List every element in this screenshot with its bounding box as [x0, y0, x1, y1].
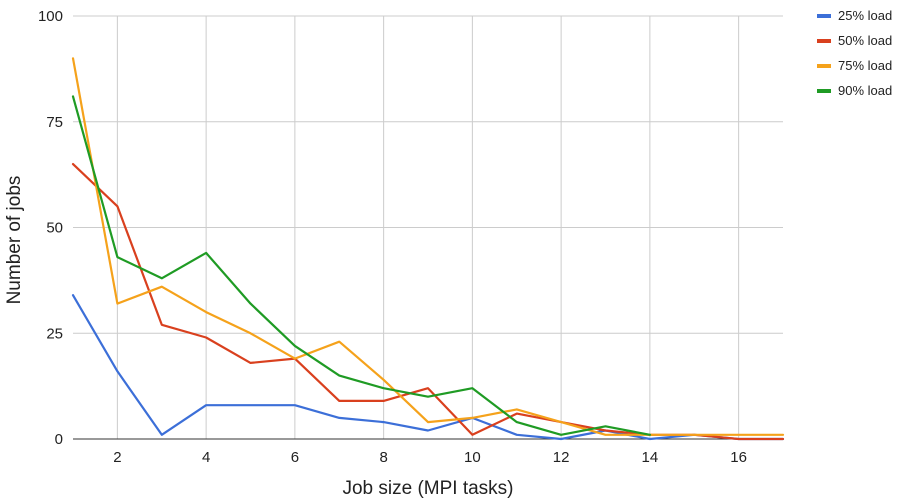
y-tick-label: 25: [46, 325, 63, 342]
legend-label: 75% load: [838, 58, 892, 73]
legend-label: 90% load: [838, 83, 892, 98]
legend-swatch: [817, 39, 831, 43]
y-tick-label: 75: [46, 114, 63, 131]
y-tick-label: 50: [46, 220, 63, 237]
series-line-90-load: [71, 95, 652, 436]
y-tick-label: 0: [55, 431, 63, 448]
y-tick-label: 100: [38, 8, 63, 25]
grid: [73, 15, 783, 440]
legend-label: 25% load: [838, 8, 892, 23]
series-line-75-load: [71, 57, 785, 436]
x-axis-ticks: 2 4 6 8 10 12 14 16: [113, 449, 747, 466]
legend-swatch: [817, 64, 831, 68]
legend-label: 50% load: [838, 33, 892, 48]
y-axis-ticks: 0 25 50 75 100: [38, 8, 63, 448]
series-line-25-load: [71, 294, 785, 441]
x-tick-label: 6: [291, 449, 299, 466]
x-tick-label: 10: [464, 449, 481, 466]
x-axis-title: Job size (MPI tasks): [342, 478, 513, 499]
legend-swatch: [817, 14, 831, 18]
legend: 25% load 50% load 75% load 90% load: [817, 8, 892, 98]
x-tick-label: 12: [553, 449, 570, 466]
x-tick-label: 2: [113, 449, 121, 466]
x-tick-label: 16: [730, 449, 747, 466]
x-tick-label: 8: [379, 449, 387, 466]
y-axis-title: Number of jobs: [4, 176, 25, 305]
legend-swatch: [817, 89, 831, 93]
series-lines: [71, 57, 785, 441]
x-tick-label: 4: [202, 449, 210, 466]
x-tick-label: 14: [642, 449, 659, 466]
